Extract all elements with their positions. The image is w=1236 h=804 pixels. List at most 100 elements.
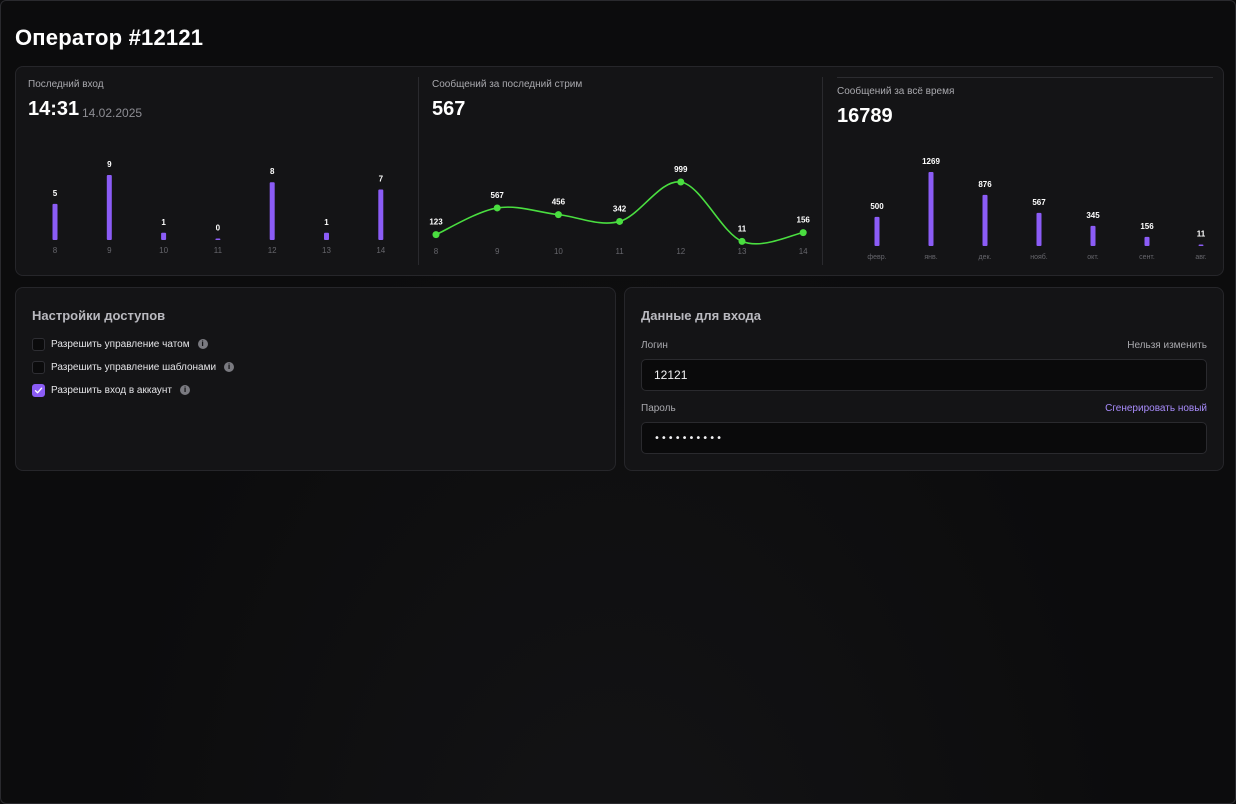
- x-tick-label: 10: [554, 247, 563, 256]
- checkbox[interactable]: [32, 360, 45, 374]
- x-tick-label: 10: [159, 246, 168, 255]
- info-icon[interactable]: i: [180, 385, 191, 395]
- login-field-label: Логин: [641, 340, 668, 351]
- login-field-hint: Нельзя изменить: [1127, 340, 1207, 351]
- bar: [106, 175, 112, 240]
- password-field-label: Пароль: [641, 403, 676, 414]
- last-login-bar-chart: 5 8 9 9 1 10 0 11 8 12 1 13 7 14: [52, 160, 386, 255]
- x-tick-label: 12: [268, 246, 277, 255]
- info-icon[interactable]: i: [197, 339, 208, 349]
- data-label: 456: [552, 198, 566, 207]
- last-stream-label: Сообщений за последний стрим: [432, 79, 583, 90]
- divider: [837, 77, 1213, 78]
- data-label: 342: [613, 204, 627, 213]
- last-login-stat: Последний вход 14:31 14.02.2025 5 8 9 9 1 10 0…: [16, 67, 418, 275]
- password-input[interactable]: ••••••••••: [641, 422, 1207, 454]
- all-time-bar-chart: 500 февр. 1269 янв. 876 дек. 567 нояб. 345 окт. 15…: [867, 157, 1206, 261]
- data-label: 8: [270, 167, 275, 176]
- data-label: 500: [870, 202, 884, 211]
- access-settings-panel: Настройки доступов Разрешить управление …: [15, 287, 616, 471]
- checkbox[interactable]: [32, 337, 45, 351]
- data-label: 156: [1140, 222, 1154, 231]
- login-input[interactable]: 12121: [641, 359, 1207, 391]
- check-icon: [34, 387, 43, 393]
- info-icon[interactable]: i: [224, 362, 235, 372]
- data-label: 11: [1197, 230, 1206, 239]
- data-point: [677, 178, 685, 186]
- last-stream-value: 567: [432, 98, 466, 120]
- x-tick-label: 13: [322, 246, 331, 255]
- last-login-label: Последний вход: [28, 79, 104, 90]
- data-label: 1: [161, 218, 166, 227]
- checkbox-checked[interactable]: [32, 383, 45, 397]
- data-label: 7: [379, 174, 384, 183]
- last-login-date: 14.02.2025: [82, 106, 143, 120]
- all-time-value: 16789: [837, 105, 893, 127]
- bar: [161, 232, 167, 240]
- bar: [928, 172, 934, 246]
- access-item-label: Разрешить управление чатом: [51, 338, 190, 350]
- access-item-label: Разрешить управление шаблонами: [51, 361, 217, 373]
- last-stream-line-chart: 123 8 567 9 456 10 342 11 999 12 11 13 156 14: [429, 165, 811, 256]
- x-tick-label: дек.: [979, 254, 992, 261]
- last-stream-stat: Сообщений за последний стрим 567 123 8 567…: [418, 77, 822, 265]
- data-label: 567: [1032, 198, 1046, 207]
- data-label: 156: [797, 216, 811, 225]
- x-tick-label: сент.: [1139, 254, 1155, 261]
- x-tick-label: февр.: [867, 254, 886, 261]
- all-time-stat: Сообщений за всё время 16789 500 февр. 126…: [822, 77, 1225, 265]
- x-tick-label: 13: [738, 247, 747, 256]
- generate-password-link[interactable]: Сгенерировать новый: [1105, 403, 1207, 414]
- bar: [1144, 236, 1150, 246]
- bar: [324, 232, 329, 240]
- x-tick-label: 8: [53, 246, 58, 255]
- login-data-panel: Данные для входа Логин Нельзя изменить 1…: [624, 287, 1224, 471]
- data-label: 999: [674, 165, 688, 174]
- x-tick-label: 14: [376, 246, 385, 255]
- data-point: [554, 211, 562, 219]
- access-item-chat[interactable]: Разрешить управление чатом i: [32, 336, 208, 352]
- bar: [1198, 244, 1204, 246]
- bar: [1036, 212, 1042, 246]
- stats-card: Последний вход 14:31 14.02.2025 5 8 9 9 1 10 0…: [15, 66, 1224, 276]
- all-time-label: Сообщений за всё время: [837, 86, 955, 97]
- data-label: 1: [324, 218, 329, 227]
- data-label: 1269: [922, 157, 940, 166]
- x-tick-label: 12: [676, 247, 685, 256]
- data-label: 876: [978, 180, 992, 189]
- data-label: 9: [107, 160, 112, 169]
- x-tick-label: 11: [214, 246, 223, 255]
- x-tick-label: 14: [799, 247, 808, 256]
- data-point: [799, 229, 807, 237]
- x-tick-label: янв.: [924, 254, 937, 261]
- last-login-time: 14:31: [28, 98, 80, 120]
- bar: [874, 216, 880, 246]
- data-label: 123: [429, 218, 443, 227]
- access-item-templates[interactable]: Разрешить управление шаблонами i: [32, 359, 235, 375]
- x-tick-label: окт.: [1087, 254, 1098, 261]
- x-tick-label: 9: [495, 247, 500, 256]
- data-label: 567: [491, 191, 505, 200]
- x-tick-label: нояб.: [1030, 253, 1048, 261]
- data-point: [493, 204, 501, 212]
- bar: [52, 203, 58, 240]
- x-tick-label: 8: [434, 247, 439, 256]
- x-tick-label: 9: [107, 246, 112, 255]
- data-point: [616, 217, 624, 225]
- data-label: 5: [53, 189, 58, 198]
- bar: [269, 182, 275, 240]
- login-data-title: Данные для входа: [641, 308, 761, 323]
- x-tick-label: 11: [615, 247, 624, 256]
- data-label: 11: [738, 224, 747, 233]
- bar: [982, 194, 988, 246]
- data-label: 345: [1086, 211, 1100, 220]
- data-point: [432, 231, 440, 239]
- access-item-account-login[interactable]: Разрешить вход в аккаунт i: [32, 382, 191, 398]
- bar: [1090, 225, 1096, 246]
- data-point: [738, 237, 746, 245]
- x-tick-label: авг.: [1195, 254, 1206, 261]
- access-settings-title: Настройки доступов: [32, 308, 166, 323]
- bar: [378, 189, 384, 240]
- bar: [215, 238, 221, 240]
